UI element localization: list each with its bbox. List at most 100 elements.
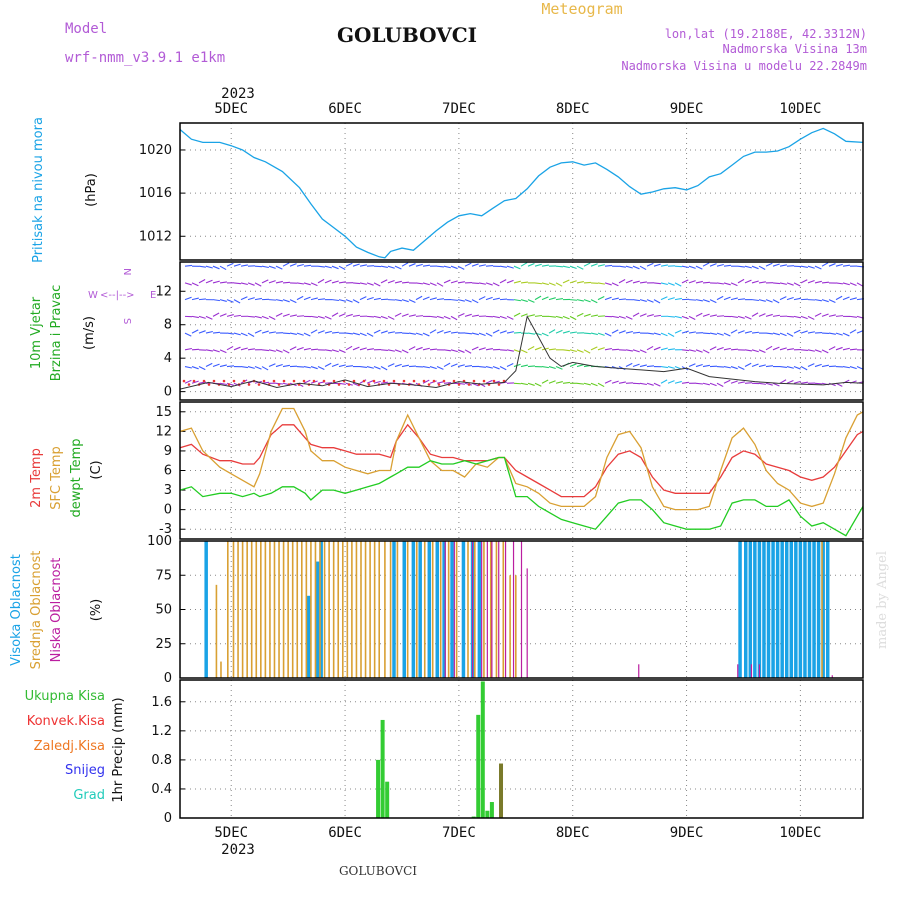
- wind-barb: [373, 297, 381, 301]
- wind-barb: [793, 380, 801, 384]
- wind-barb: [555, 265, 564, 268]
- wind-barb: [429, 366, 437, 370]
- wind-barb: [681, 381, 690, 384]
- wind-barb: [373, 282, 381, 287]
- wind-barb: [289, 346, 297, 351]
- wind-gust-dot: [187, 383, 191, 386]
- wind-barb: [261, 265, 269, 269]
- wind-barb: [632, 363, 640, 368]
- wind-barb: [401, 262, 409, 267]
- wind-barb: [625, 279, 633, 284]
- wind-barb: [730, 282, 738, 287]
- wind-barb: [359, 347, 367, 351]
- wind-barb: [226, 299, 234, 303]
- wind-barb: [464, 313, 472, 317]
- panel-0-grid: 1012 1016 1020: [139, 123, 863, 260]
- wind-barb: [597, 382, 605, 388]
- wind-barb: [786, 380, 794, 384]
- wind-barb: [674, 297, 682, 301]
- wind-barb: [632, 299, 641, 302]
- wind-barb: [814, 265, 822, 270]
- wind-barb: [737, 315, 745, 319]
- wind-barb: [219, 349, 227, 354]
- wind-barb: [646, 382, 654, 386]
- wind-gust-dot: [312, 379, 316, 383]
- wind-barb: [443, 265, 451, 269]
- wind-barb: [513, 312, 521, 317]
- wind-barb: [352, 299, 360, 304]
- wind-barb: [478, 332, 486, 337]
- wind-barb: [632, 280, 640, 284]
- cloud-bar: [418, 541, 422, 678]
- cloud-bar: [427, 541, 432, 678]
- wind-barb: [674, 315, 682, 319]
- legend-hail: Grad: [73, 788, 105, 803]
- wind-barb: [296, 282, 304, 285]
- wind-barb: [541, 264, 549, 267]
- panel-3-frame: [179, 540, 864, 679]
- wind-barb: [751, 299, 760, 302]
- wind-barb: [184, 379, 192, 384]
- precip-bar: [485, 810, 490, 818]
- cloud-bar: [255, 541, 258, 678]
- wind-barb: [695, 265, 703, 270]
- wind-barb: [485, 296, 493, 301]
- wind-barb: [793, 329, 801, 334]
- wind-barb: [268, 363, 276, 368]
- wind-barb: [303, 347, 311, 351]
- cloud-bar: [232, 541, 235, 678]
- model-name: wrf-nmm_v3.9.1 e1km: [65, 50, 225, 66]
- ytick-label: 15: [155, 405, 172, 420]
- wind-barb: [667, 315, 676, 318]
- cloud-bar: [780, 541, 784, 678]
- wind-barb: [569, 265, 577, 269]
- wind-barb: [660, 296, 668, 301]
- wind-barb: [184, 332, 192, 337]
- wind-barb: [639, 313, 647, 317]
- wind-barb: [331, 280, 339, 284]
- wind-barb: [730, 366, 738, 370]
- wind-barb: [800, 315, 808, 320]
- ytick-label: 1012: [139, 229, 172, 244]
- ytick-label: 0: [164, 811, 172, 826]
- wind-barb: [513, 280, 521, 284]
- wind-speed-line: [179, 314, 864, 390]
- cloud-bar: [798, 541, 803, 678]
- wind-barb: [331, 331, 340, 334]
- wind-gust-dot: [202, 379, 206, 383]
- wind-barb: [268, 265, 276, 269]
- wind-barb: [429, 329, 437, 334]
- wind-barb: [436, 381, 444, 384]
- wind-barb: [345, 332, 354, 335]
- wind-gust-dot: [227, 383, 231, 386]
- cloud-bar: [315, 561, 320, 678]
- wind-barb: [751, 349, 759, 353]
- wind-barb: [765, 299, 773, 303]
- wind-barb: [548, 329, 556, 334]
- wind-barb: [422, 282, 430, 286]
- wind-barb: [730, 315, 738, 319]
- wind-barb: [527, 365, 536, 368]
- wind-gust-dot: [207, 383, 211, 386]
- temp-ylabel-sfc: SFC Temp: [49, 446, 64, 510]
- wind-barb: [737, 330, 745, 334]
- wind-barb: [352, 282, 361, 285]
- cloud-bar: [402, 541, 407, 678]
- cloud-bar: [821, 541, 825, 678]
- wind-barb: [394, 349, 402, 353]
- wind-barb: [814, 349, 822, 353]
- top-day-labels: 5DEC 6DEC 7DEC 8DEC 9DEC 10DEC: [214, 101, 821, 117]
- panel-0-frame: [179, 122, 864, 261]
- wind-barb: [268, 315, 276, 321]
- cloud-bar: [509, 575, 511, 678]
- wind-barb: [317, 315, 325, 319]
- wind-barb: [471, 299, 479, 304]
- cloud-bar: [319, 541, 323, 678]
- cloud-bar: [444, 541, 446, 678]
- wind-gust-dot: [247, 383, 251, 386]
- wind-barb: [338, 265, 346, 270]
- wind-barb: [765, 262, 773, 267]
- wind-barb: [849, 315, 858, 318]
- wind-barb: [709, 263, 717, 267]
- wind-barb: [303, 296, 311, 301]
